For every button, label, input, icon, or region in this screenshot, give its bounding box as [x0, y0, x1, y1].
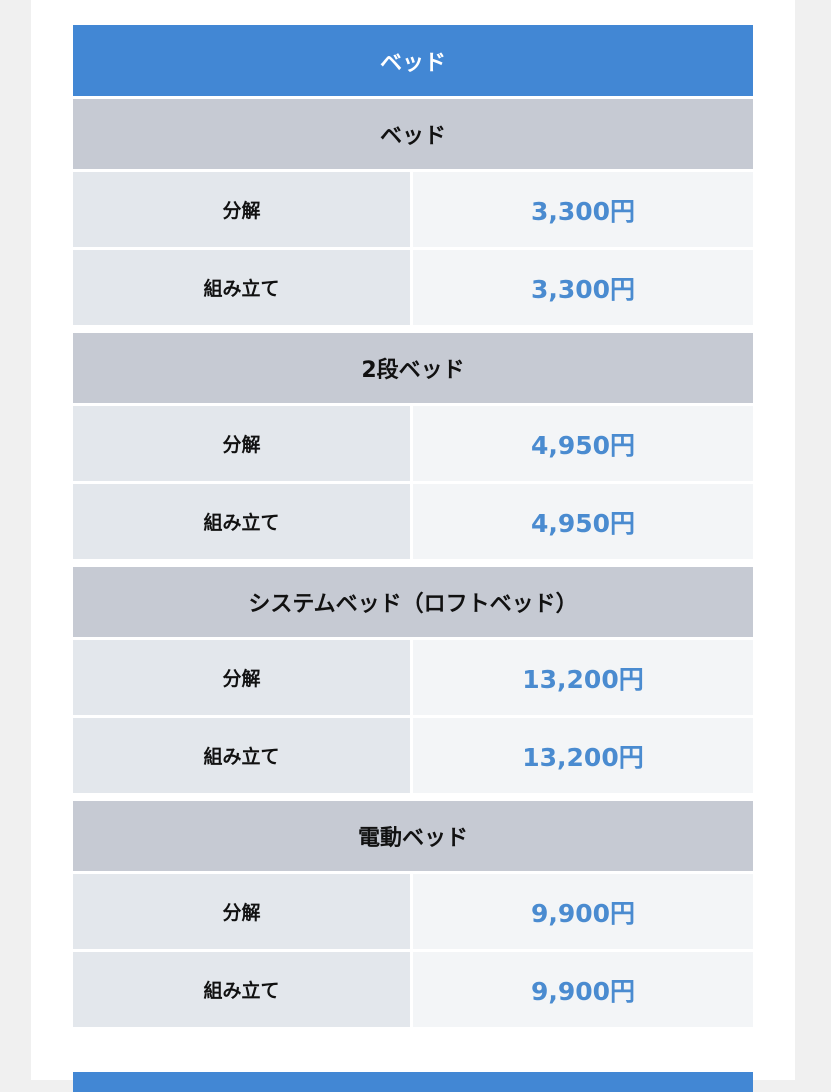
price-value: 13,200円 [413, 718, 753, 793]
table-row: 組み立て 3,300円 [73, 250, 753, 325]
section-header: システムベッド（ロフトベッド） [73, 567, 753, 637]
table-row: 分解 13,200円 [73, 640, 753, 715]
content-container: ベッド ベッド 分解 3,300円 組み立て 3,300円 2段ベッド 分解 4… [31, 0, 795, 1092]
price-value: 9,900円 [413, 952, 753, 1027]
table-row: 分解 9,900円 [73, 874, 753, 949]
table-row: 組み立て 13,200円 [73, 718, 753, 793]
price-table: ベッド ベッド 分解 3,300円 組み立て 3,300円 2段ベッド 分解 4… [73, 25, 753, 1027]
price-value: 3,300円 [413, 250, 753, 325]
section-header: 電動ベッド [73, 801, 753, 871]
price-group: 2段ベッド 分解 4,950円 組み立て 4,950円 [73, 333, 753, 559]
section-header: 2段ベッド [73, 333, 753, 403]
price-value: 9,900円 [413, 874, 753, 949]
price-group: 電動ベッド 分解 9,900円 組み立て 9,900円 [73, 801, 753, 1027]
table-row: 分解 3,300円 [73, 172, 753, 247]
service-label: 組み立て [73, 484, 410, 559]
service-label: 組み立て [73, 718, 410, 793]
price-value: 4,950円 [413, 406, 753, 481]
service-label: 分解 [73, 874, 410, 949]
table-row: 組み立て 4,950円 [73, 484, 753, 559]
service-label: 分解 [73, 172, 410, 247]
table-row: 分解 4,950円 [73, 406, 753, 481]
table-row: 組み立て 9,900円 [73, 952, 753, 1027]
service-label: 組み立て [73, 250, 410, 325]
price-value: 3,300円 [413, 172, 753, 247]
service-label: 分解 [73, 640, 410, 715]
service-label: 分解 [73, 406, 410, 481]
price-value: 13,200円 [413, 640, 753, 715]
service-label: 組み立て [73, 952, 410, 1027]
next-table-header [73, 1072, 753, 1092]
price-group: ベッド 分解 3,300円 組み立て 3,300円 [73, 99, 753, 325]
price-value: 4,950円 [413, 484, 753, 559]
table-title: ベッド [73, 25, 753, 96]
price-group: システムベッド（ロフトベッド） 分解 13,200円 組み立て 13,200円 [73, 567, 753, 793]
section-header: ベッド [73, 99, 753, 169]
